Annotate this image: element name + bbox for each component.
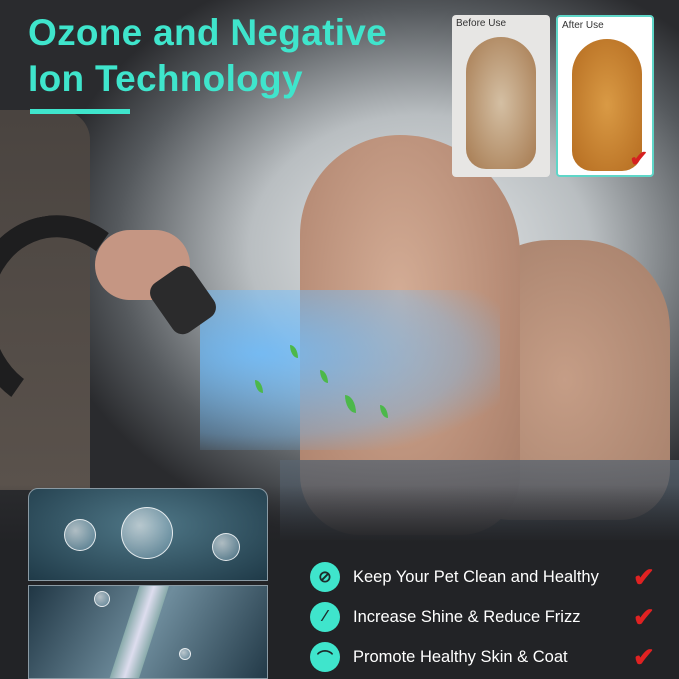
feature-label: Increase Shine & Reduce Frizz	[353, 607, 581, 626]
leaf-icon	[380, 405, 388, 418]
title-underline	[30, 109, 130, 114]
headline: Ozone and Negative Ion Technology	[28, 10, 387, 102]
after-use-card: After Use ✔	[556, 15, 654, 177]
leaf-icon	[320, 370, 328, 383]
leaf-icon	[345, 395, 356, 413]
leaf-icon	[255, 380, 263, 393]
feature-item: ⌒ Promote Healthy Skin & Coat ✔	[310, 637, 655, 677]
feature-label: Keep Your Pet Clean and Healthy	[353, 567, 599, 586]
feature-label: Promote Healthy Skin & Coat	[353, 647, 568, 666]
groomer-image	[0, 110, 90, 490]
headline-line-2: Ion Technology	[28, 58, 303, 99]
sparkle-wand-icon: ⁄	[310, 602, 340, 632]
before-use-card: Before Use	[452, 15, 550, 177]
airflow-image	[200, 290, 500, 450]
check-icon: ✔	[633, 601, 655, 632]
after-use-label: After Use	[562, 20, 604, 31]
check-icon: ✔	[629, 146, 648, 171]
check-icon: ✔	[633, 561, 655, 592]
pomeranian-after-image	[572, 39, 642, 171]
leaf-icon	[290, 345, 298, 358]
before-use-label: Before Use	[456, 18, 507, 29]
ion-bubbles-image	[28, 488, 268, 581]
headline-line-1: Ozone and Negative	[28, 12, 388, 53]
pomeranian-before-image	[466, 37, 536, 169]
feature-list: ⊘ Keep Your Pet Clean and Healthy ✔ ⁄ In…	[310, 557, 655, 677]
no-bacteria-icon: ⊘	[310, 562, 340, 592]
feature-item: ⊘ Keep Your Pet Clean and Healthy ✔	[310, 557, 655, 597]
skin-follicle-icon: ⌒	[310, 642, 340, 672]
feature-item: ⁄ Increase Shine & Reduce Frizz ✔	[310, 597, 655, 637]
hair-fiber-image	[28, 585, 268, 679]
check-icon: ✔	[633, 641, 655, 672]
